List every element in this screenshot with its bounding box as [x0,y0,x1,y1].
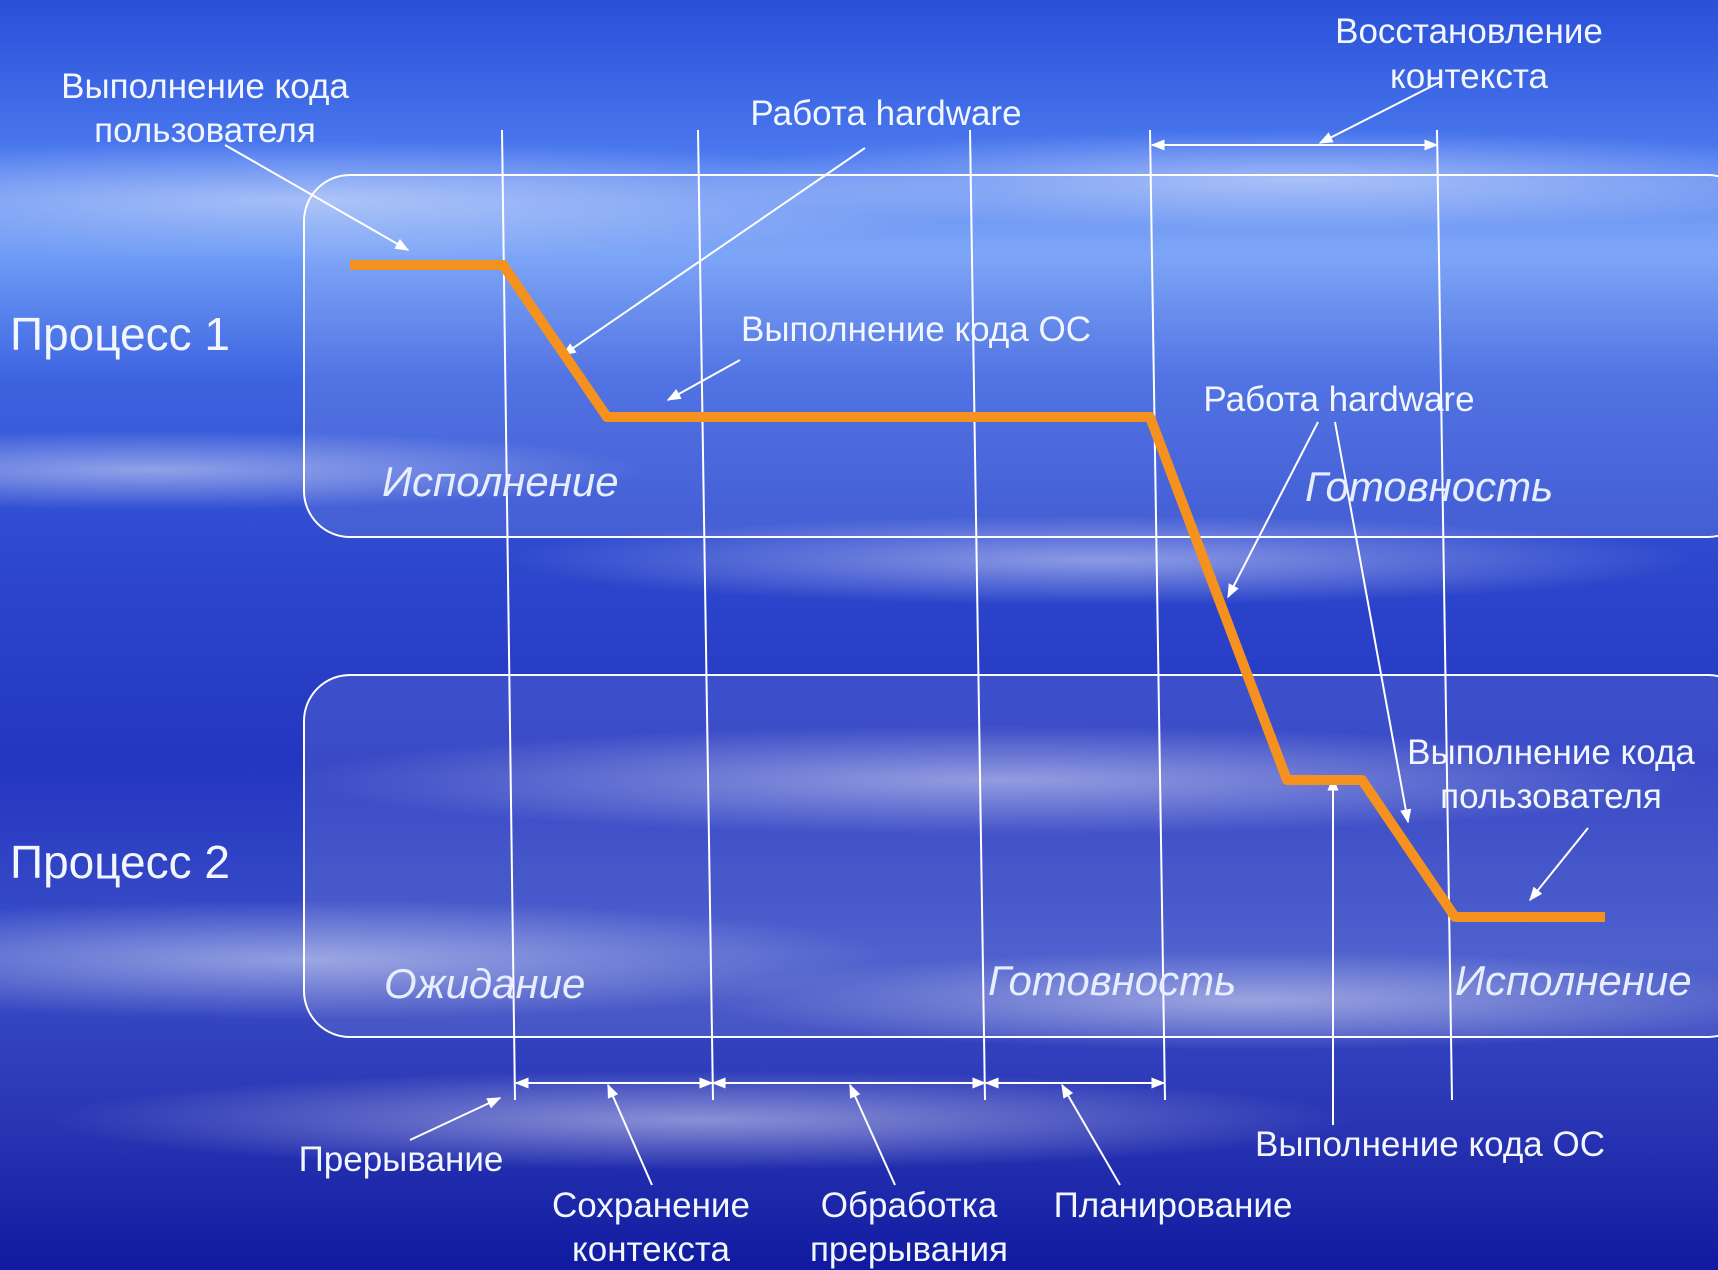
execution-timeline [350,260,1605,922]
p1-running-state: Исполнение [382,458,619,505]
p2-waiting-state: Ожидание [384,960,585,1007]
pointer-user-code-2 [1529,827,1589,902]
interrupt-handling-line2: прерывания [810,1230,1008,1269]
interrupt-label: Прерывание [299,1140,504,1179]
interval-arrows [514,139,1439,1089]
restore-context-line2: контекста [1390,57,1548,96]
process1-box [303,174,1718,538]
pointer-interrupt-handling [849,1083,896,1186]
pointer-hardware-2b [1334,421,1412,824]
user-code-1-line1: Выполнение кода [61,67,349,106]
hardware-2-label: Работа hardware [1203,380,1474,419]
pointer-restore-context [1318,81,1441,144]
divider-interrupt-handling [969,129,986,1101]
interrupt-handling-line1: Обработка [821,1186,998,1225]
time-divider-lines [501,129,1453,1101]
user-code-2-line2: пользователя [1440,777,1662,816]
restore-context-line1: Восстановление [1335,12,1603,51]
os-code-2-label: Выполнение кода ОС [1255,1125,1605,1164]
scheduling-label: Планирование [1054,1186,1293,1225]
pointer-scheduling [1061,1083,1121,1186]
process1-label: Процесс 1 [10,308,230,360]
pointer-interrupt [409,1097,502,1141]
p2-ready-state: Готовность [988,957,1236,1004]
pointer-save-context [607,1083,653,1186]
pointer-arrows [224,81,1589,1186]
divider-save-context [697,129,714,1101]
divider-interrupt [501,129,516,1101]
pointer-os-code-1 [666,359,741,401]
user-code-1-line2: пользователя [94,111,316,150]
p1-ready-state: Готовность [1305,463,1553,510]
save-context-line2: контекста [572,1230,730,1269]
os-code-1-label: Выполнение кода ОС [741,310,1091,349]
cloud-texture [0,130,1718,1170]
pointer-hardware-1 [561,147,866,356]
divider-restore-context [1436,129,1453,1101]
pointer-user-code-1 [224,144,410,251]
hardware-1-label: Работа hardware [750,94,1021,133]
p2-running-state: Исполнение [1455,957,1692,1004]
user-code-2-line1: Выполнение кода [1407,733,1695,772]
divider-scheduling [1149,129,1166,1101]
save-context-line1: Сохранение [552,1186,750,1225]
process2-box [303,674,1718,1038]
pointer-hardware-2a [1227,421,1319,599]
process2-label: Процесс 2 [10,836,230,888]
